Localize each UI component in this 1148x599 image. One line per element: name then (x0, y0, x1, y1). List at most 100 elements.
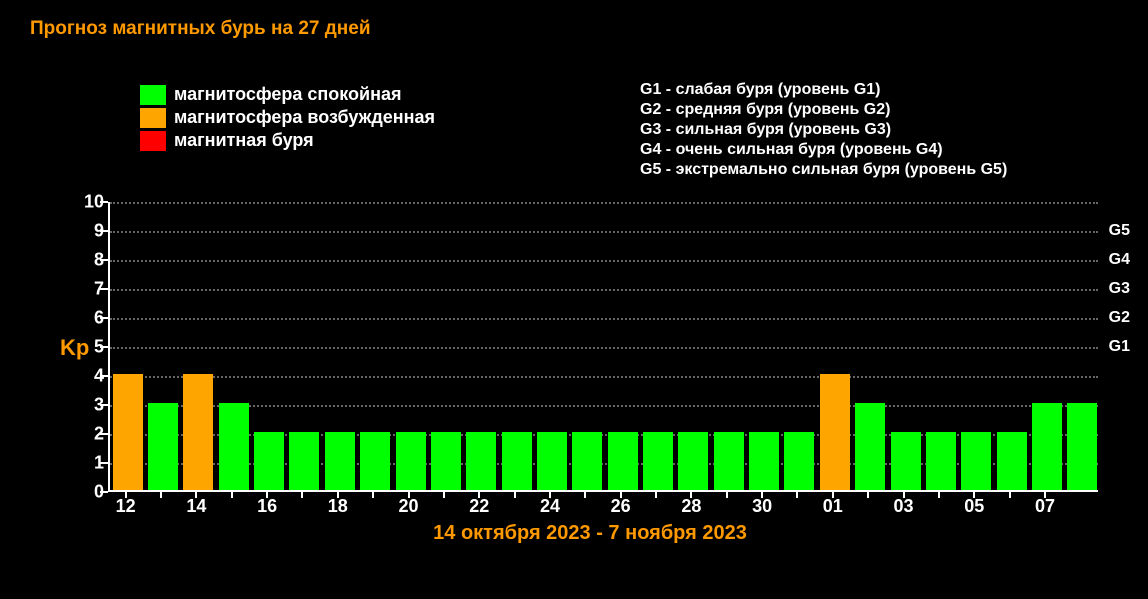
bar (714, 432, 744, 490)
y-tick-mark (100, 201, 108, 203)
x-tick-label: 07 (1035, 496, 1055, 517)
bar (254, 432, 284, 490)
x-tick-mark (761, 490, 763, 498)
g-level-desc: G5 - экстремально сильная буря (уровень … (640, 160, 1007, 180)
y-tick-mark (100, 375, 108, 377)
bar (289, 432, 319, 490)
x-tick-mark (1009, 490, 1011, 498)
legend-swatch (140, 108, 166, 128)
bar (820, 374, 850, 490)
x-tick-label: 14 (186, 496, 206, 517)
bar (1032, 403, 1062, 490)
grid-line (110, 289, 1098, 291)
g-level-desc: G2 - средняя буря (уровень G2) (640, 100, 1007, 120)
bar (891, 432, 921, 490)
bar (855, 403, 885, 490)
x-tick-label: 30 (752, 496, 772, 517)
x-tick-mark (690, 490, 692, 498)
x-tick-mark (938, 490, 940, 498)
grid-line (110, 376, 1098, 378)
y-tick-mark (100, 288, 108, 290)
y-tick-mark (100, 404, 108, 406)
g-level-label: G5 (1109, 222, 1130, 240)
x-tick-mark (125, 490, 127, 498)
x-tick-label: 20 (399, 496, 419, 517)
grid-line (110, 405, 1098, 407)
legend-label: магнитная буря (174, 130, 314, 151)
x-tick-label: 18 (328, 496, 348, 517)
bar (749, 432, 779, 490)
x-tick-label: 28 (681, 496, 701, 517)
bar (678, 432, 708, 490)
g-level-label: G2 (1109, 309, 1130, 327)
legend-label: магнитосфера возбужденная (174, 107, 435, 128)
g-level-label: G4 (1109, 251, 1130, 269)
bar (961, 432, 991, 490)
x-tick-mark (726, 490, 728, 498)
x-tick-label: 22 (469, 496, 489, 517)
x-tick-mark (832, 490, 834, 498)
x-tick-mark (372, 490, 374, 498)
x-tick-mark (620, 490, 622, 498)
x-tick-label: 03 (894, 496, 914, 517)
grid-line (110, 318, 1098, 320)
bar (431, 432, 461, 490)
g-level-desc: G1 - слабая буря (уровень G1) (640, 80, 1007, 100)
legend-swatch (140, 131, 166, 151)
g-level-desc: G4 - очень сильная буря (уровень G4) (640, 140, 1007, 160)
x-tick-mark (584, 490, 586, 498)
grid-line (110, 202, 1098, 204)
x-tick-mark (337, 490, 339, 498)
y-tick-mark (100, 230, 108, 232)
g-level-label: G3 (1109, 280, 1130, 298)
grid-line (110, 260, 1098, 262)
g-level-desc: G3 - сильная буря (уровень G3) (640, 120, 1007, 140)
x-tick-mark (796, 490, 798, 498)
x-tick-mark (514, 490, 516, 498)
bar (219, 403, 249, 490)
x-tick-mark (408, 490, 410, 498)
legend-label: магнитосфера спокойная (174, 84, 402, 105)
y-tick-mark (100, 317, 108, 319)
legend-item-calm: магнитосфера спокойная (140, 84, 435, 105)
x-tick-label: 05 (964, 496, 984, 517)
x-axis-title: 14 октября 2023 - 7 ноября 2023 (60, 522, 1120, 545)
x-tick-mark (195, 490, 197, 498)
bar (1067, 403, 1097, 490)
x-tick-label: 01 (823, 496, 843, 517)
x-tick-mark (655, 490, 657, 498)
x-tick-label: 24 (540, 496, 560, 517)
x-tick-mark (443, 490, 445, 498)
chart-area: Kp G1G2G3G4G5 012345678910 1214161820222… (60, 190, 1120, 520)
y-tick-mark (100, 433, 108, 435)
x-tick-mark (903, 490, 905, 498)
x-tick-label: 26 (611, 496, 631, 517)
x-tick-mark (160, 490, 162, 498)
x-tick-mark (231, 490, 233, 498)
x-tick-label: 16 (257, 496, 277, 517)
x-tick-mark (1044, 490, 1046, 498)
bar (572, 432, 602, 490)
legend-right: G1 - слабая буря (уровень G1) G2 - средн… (640, 80, 1007, 180)
x-tick-label: 12 (116, 496, 136, 517)
bar (608, 432, 638, 490)
bar (643, 432, 673, 490)
legend-item-excited: магнитосфера возбужденная (140, 107, 435, 128)
x-tick-mark (867, 490, 869, 498)
bar (466, 432, 496, 490)
plot: G1G2G3G4G5 (108, 202, 1098, 492)
bar (537, 432, 567, 490)
legend-item-storm: магнитная буря (140, 130, 435, 151)
bar (396, 432, 426, 490)
bar (148, 403, 178, 490)
bar (360, 432, 390, 490)
legend-swatch (140, 85, 166, 105)
y-tick-mark (100, 346, 108, 348)
chart-title: Прогноз магнитных бурь на 27 дней (30, 18, 371, 40)
bar (183, 374, 213, 490)
x-tick-mark (973, 490, 975, 498)
grid-line (110, 347, 1098, 349)
y-tick-mark (100, 462, 108, 464)
bar (997, 432, 1027, 490)
bar (502, 432, 532, 490)
